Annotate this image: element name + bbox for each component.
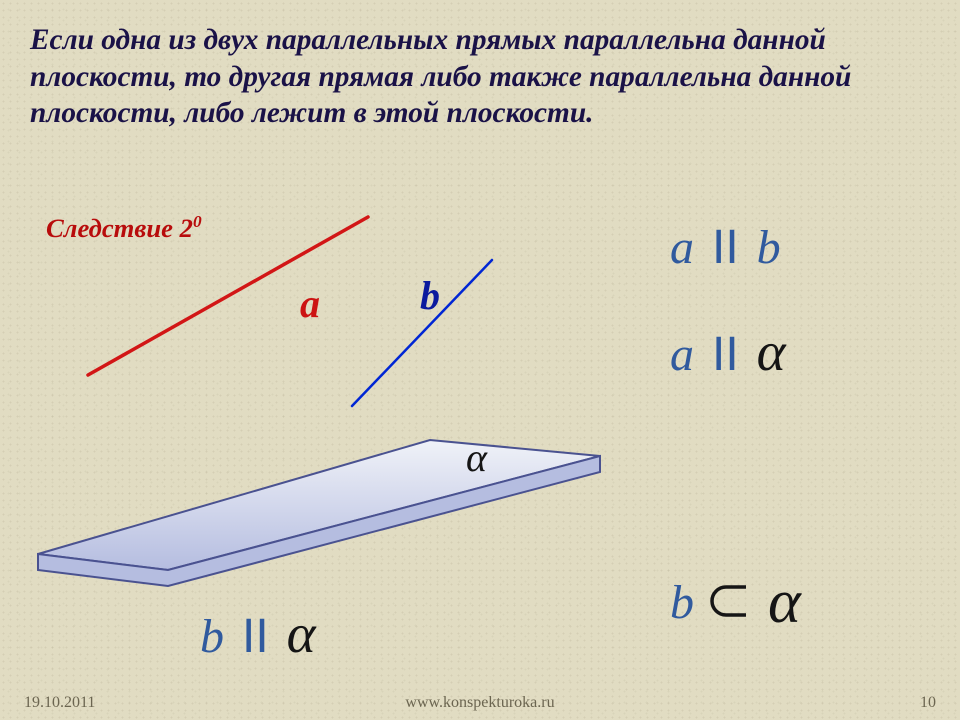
line-a xyxy=(88,217,368,375)
line-b-label: b xyxy=(420,272,440,319)
stmt-a-par-alpha: a II α xyxy=(670,320,786,383)
stmt-b-in-alpha-alpha: α xyxy=(768,566,801,638)
footer-site: www.konspekturoka.ru xyxy=(0,694,960,712)
subset-icon xyxy=(700,579,762,625)
plane-top-face xyxy=(38,440,600,570)
stmt-a-par-b-par: II xyxy=(706,221,745,274)
stmt-b-in-alpha-b: b xyxy=(670,575,694,630)
stmt-b-in-alpha: b α xyxy=(670,566,801,638)
stmt-a-par-b-a: a xyxy=(670,221,694,274)
diagram-svg xyxy=(0,0,960,720)
stmt-a-par-alpha-par: II xyxy=(706,328,745,381)
stmt-b-par-alpha: b II α xyxy=(200,602,316,665)
stmt-a-par-b: a II b xyxy=(670,220,781,275)
stmt-a-par-alpha-alpha: α xyxy=(757,321,786,382)
plane-alpha-label: α xyxy=(466,434,487,481)
stmt-b-par-alpha-b: b xyxy=(200,610,224,663)
stmt-a-par-b-b: b xyxy=(757,221,781,274)
footer-page: 10 xyxy=(920,694,936,712)
stmt-b-par-alpha-par: II xyxy=(236,610,275,663)
stmt-a-par-alpha-a: a xyxy=(670,328,694,381)
line-a-label: a xyxy=(300,280,320,327)
stmt-b-par-alpha-alpha: α xyxy=(287,603,316,664)
